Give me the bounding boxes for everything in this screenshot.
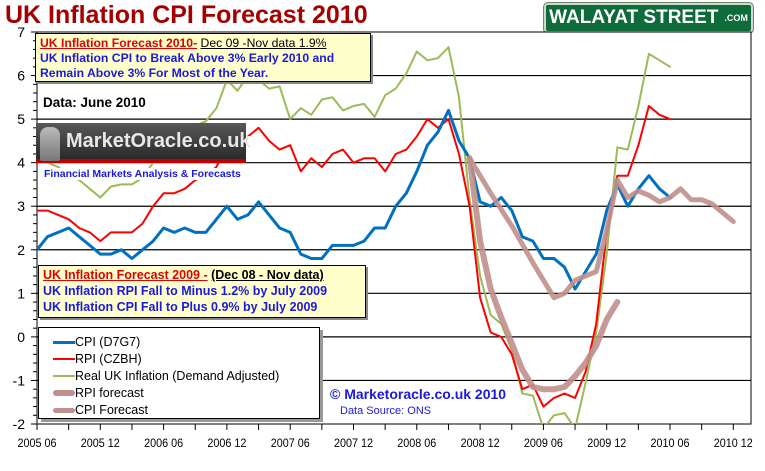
- forecast-2010-heading: UK Inflation Forecast 2010-: [40, 36, 198, 50]
- walayat-street-logo[interactable]: WALAYAT STREET .COM: [544, 3, 753, 33]
- chart-legend: CPI (D7G7) RPI (CZBH) Real UK Inflation …: [38, 327, 320, 419]
- x-tick-label: 2008 06: [397, 438, 436, 451]
- forecast-2009-line1: UK Inflation RPI Fall to Minus 1.2% by J…: [43, 284, 328, 298]
- forecast-2009-subheading: (Dec 08 - Nov data): [211, 268, 324, 282]
- y-tick-label: 6: [17, 68, 25, 84]
- copyright-text: © Marketoracle.co.uk 2010: [330, 386, 507, 402]
- legend-swatch-real: [53, 375, 75, 377]
- legend-label: RPI forecast: [75, 386, 144, 400]
- x-tick-label: 2009 12: [587, 438, 626, 451]
- legend-swatch-rpi-forecast: [53, 390, 75, 396]
- legend-swatch-cpi-forecast: [53, 407, 75, 413]
- marketoracle-logo[interactable]: MarketOracle.co.uk: [36, 123, 251, 163]
- axes: -2 -1 0 1 2 3 4 5 6 7 2005 06 2005 12 2006 06 2006 12…: [13, 24, 753, 450]
- y-tick-label: 1: [17, 285, 25, 301]
- data-source-text: Data Source: ONS: [340, 405, 432, 417]
- forecast-2010-line1: UK Inflation CPI to Break Above 3% Early…: [40, 51, 335, 65]
- chart-title: UK Inflation CPI Forecast 2010: [5, 1, 368, 29]
- y-tick-label: 4: [17, 155, 25, 171]
- legend-label: CPI (D7G7): [75, 335, 141, 349]
- logo-tagline: Financial Markets Analysis & Forecasts: [42, 168, 243, 180]
- legend-swatch-rpi: [53, 358, 75, 360]
- forecast-2010-line2: Remain Above 3% For Most of the Year.: [40, 66, 269, 80]
- x-tick-label: 2007 06: [271, 438, 310, 451]
- legend-item-rpi: RPI (CZBH): [53, 351, 142, 367]
- logo-name: MarketOracle.co.uk: [66, 129, 251, 152]
- brand-suffix: .COM: [724, 13, 748, 23]
- forecast-2009-line2: UK Inflation CPI Fall to Plus 0.9% by Ju…: [43, 300, 318, 314]
- series-line-cpi-forecast: [467, 155, 736, 301]
- x-tick-label: 2006 06: [144, 438, 183, 451]
- legend-item-real: Real UK Inflation (Demand Adjusted): [53, 368, 279, 384]
- forecast-2009-annotation: UK Inflation Forecast 2009 - (Dec 08 - N…: [38, 265, 366, 318]
- forecast-2010-subheading: Dec 09 -Nov data 1.9%: [200, 36, 327, 50]
- legend-item-rpi-forecast: RPI forecast: [53, 385, 144, 401]
- y-tick-label: 7: [17, 24, 25, 40]
- y-tick-label: -2: [13, 416, 26, 432]
- forecast-2009-heading: UK Inflation Forecast 2009 -: [43, 268, 208, 282]
- legend-item-cpi: CPI (D7G7): [53, 334, 140, 350]
- forecast-2010-annotation: UK Inflation Forecast 2010- Dec 09 -Nov …: [35, 33, 371, 82]
- x-tick-label: 2009 06: [524, 438, 563, 451]
- legend-label: RPI (CZBH): [75, 352, 142, 366]
- series-line-rpi-forecast: [466, 155, 621, 393]
- data-date-label: Data: June 2010: [43, 95, 146, 110]
- y-tick-label: 5: [17, 111, 25, 127]
- series-line-rpi: [37, 105, 671, 408]
- legend-label: Real UK Inflation (Demand Adjusted): [75, 369, 280, 383]
- y-tick-label: 2: [17, 242, 25, 258]
- x-tick-label: 2005 06: [17, 438, 56, 451]
- x-tick-label: 2006 12: [207, 438, 246, 451]
- series-line-cpi: [37, 108, 672, 291]
- legend-item-cpi-forecast: CPI Forecast: [53, 402, 148, 418]
- x-tick-label: 2008 12: [461, 438, 500, 451]
- legend-swatch-cpi: [53, 340, 75, 344]
- statue-icon: [40, 127, 60, 161]
- y-tick-label: -1: [13, 372, 26, 388]
- x-tick-label: 2010 06: [650, 438, 689, 451]
- y-tick-label: 3: [17, 198, 25, 214]
- x-tick-label: 2007 12: [334, 438, 373, 451]
- brand-name: WALAYAT STREET: [549, 7, 719, 28]
- x-tick-label: 2010 12: [714, 438, 753, 451]
- legend-label: CPI Forecast: [75, 403, 148, 417]
- x-tick-label: 2005 12: [81, 438, 120, 451]
- y-tick-label: 0: [17, 329, 25, 345]
